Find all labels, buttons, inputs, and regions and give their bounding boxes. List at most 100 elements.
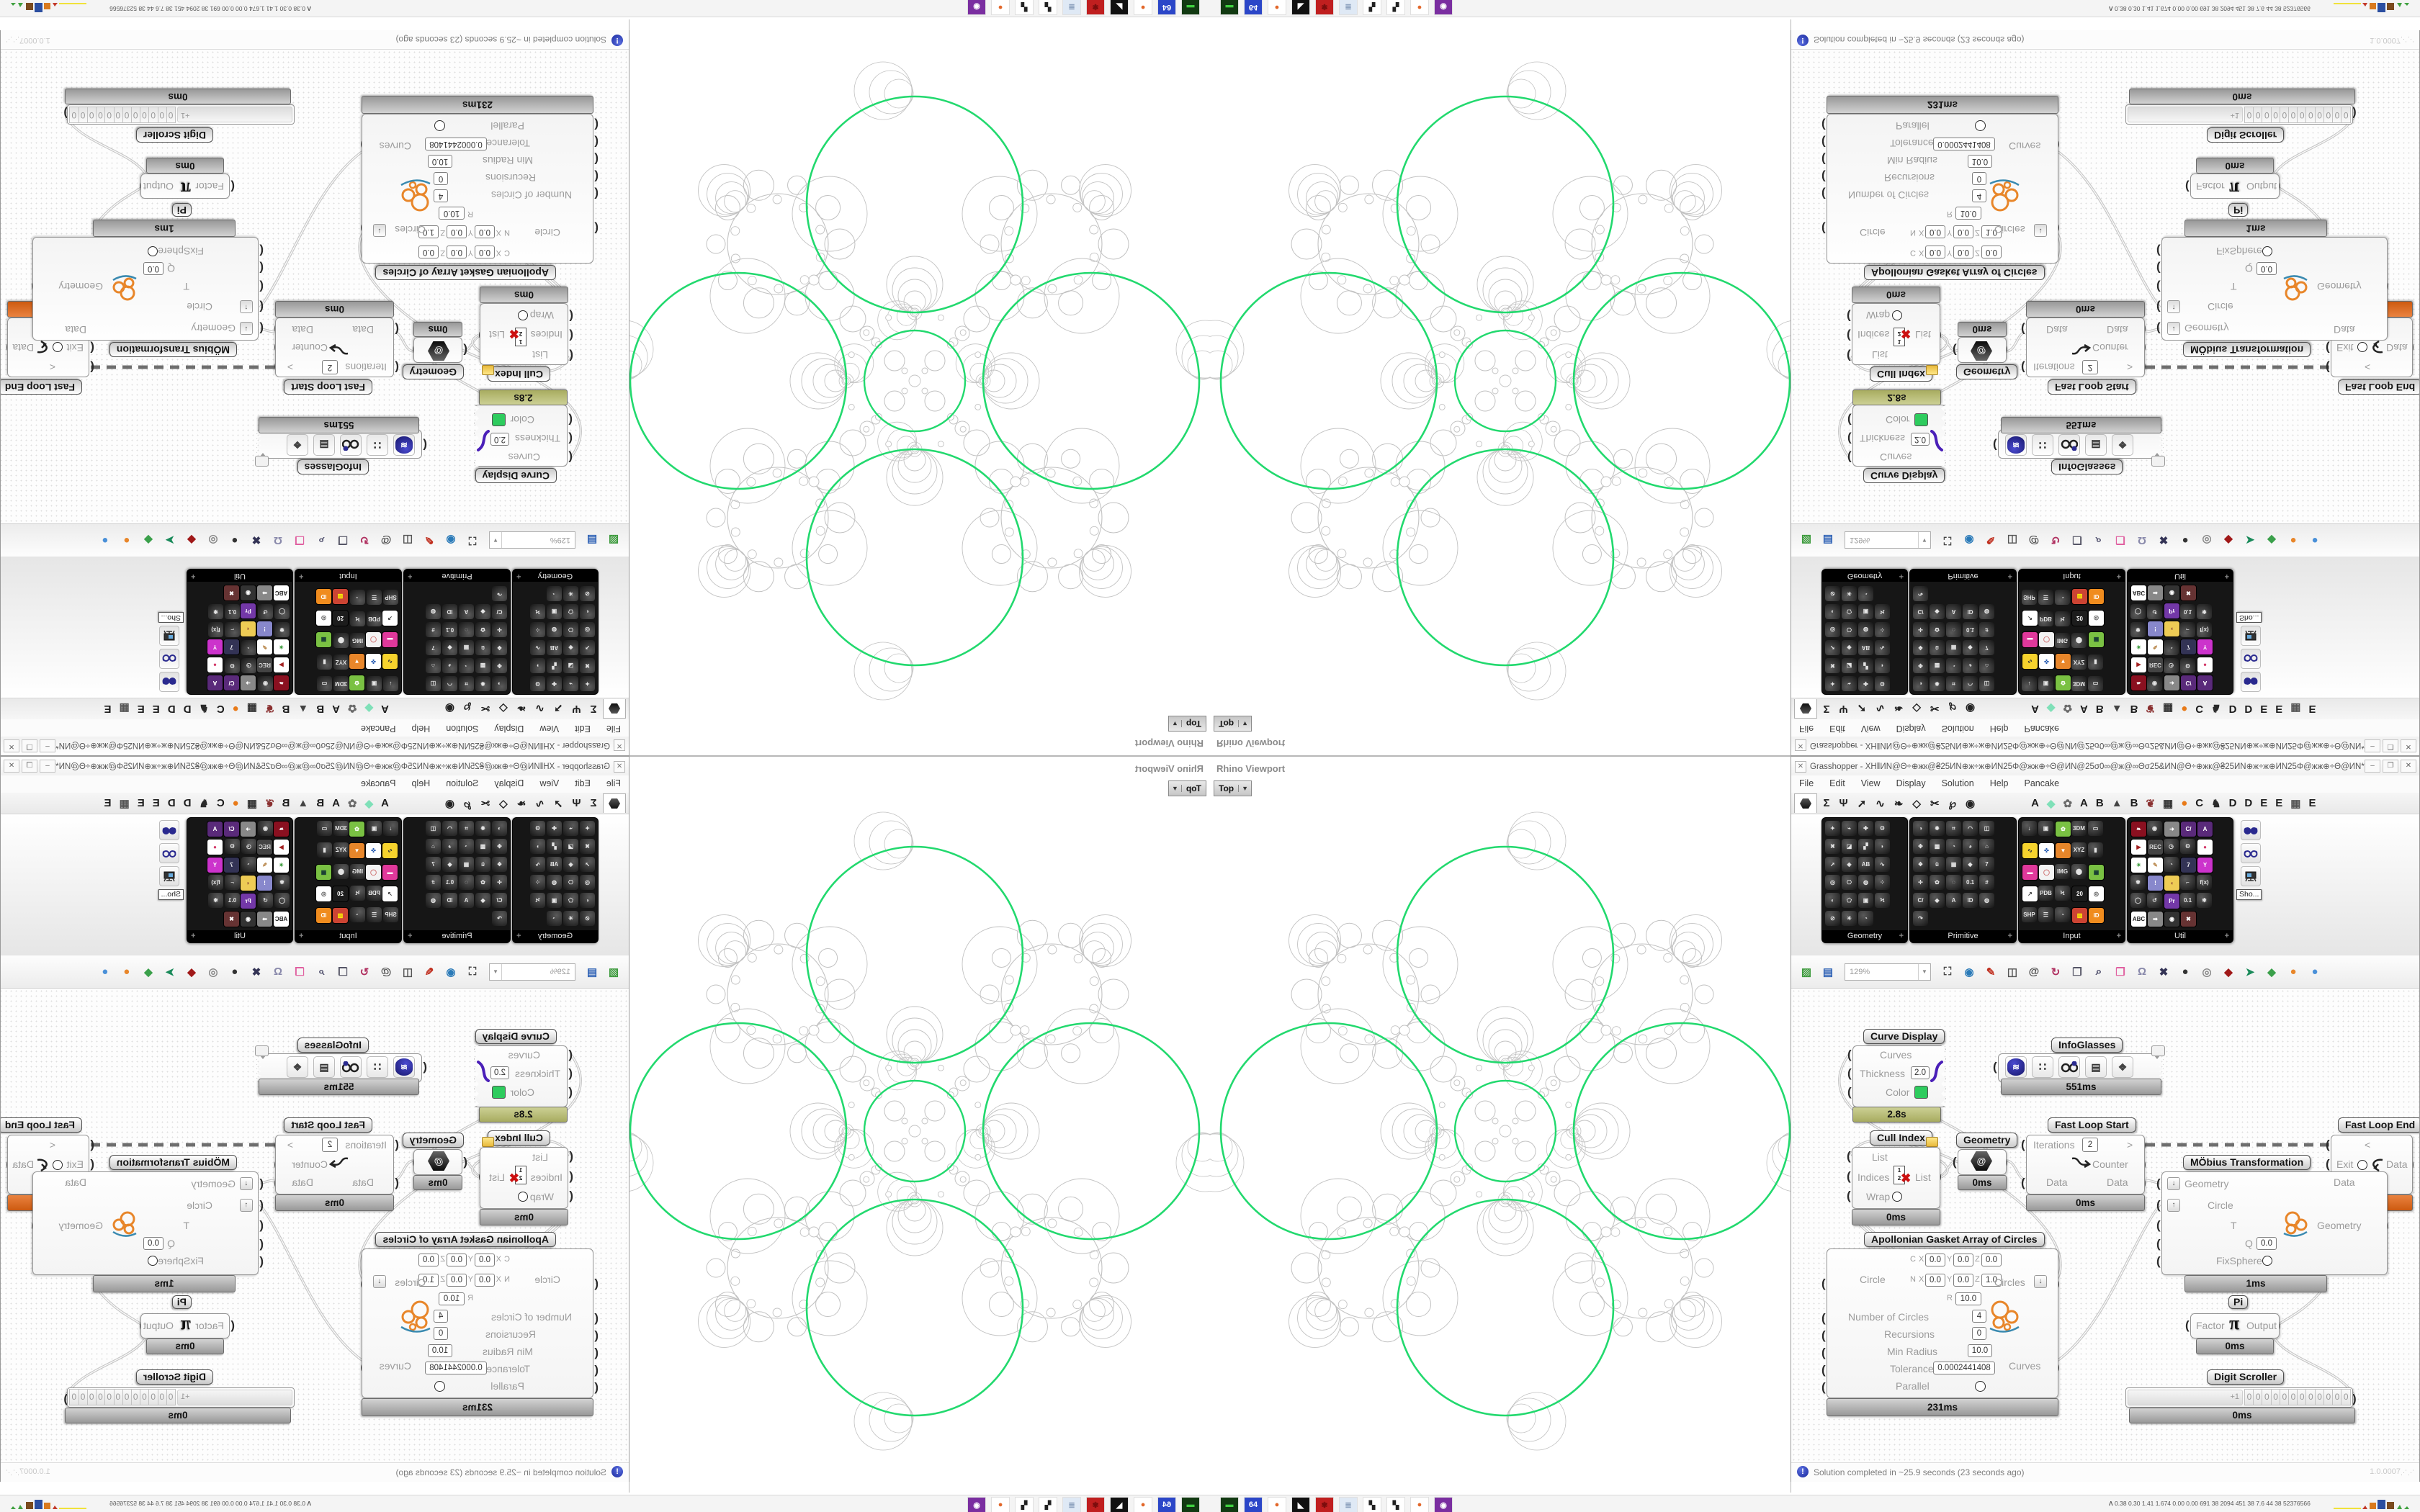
- component-icon[interactable]: ID: [2088, 907, 2105, 924]
- component-icon[interactable]: ●: [2197, 657, 2213, 673]
- toolbar-icon[interactable]: ❐: [338, 534, 348, 546]
- component-icon[interactable]: XYZ: [2071, 842, 2087, 858]
- toolbar-icon[interactable]: ✎: [1986, 966, 1996, 978]
- close-icon[interactable]: ✕: [1795, 761, 1806, 773]
- sticky-note-icon[interactable]: [482, 1137, 494, 1147]
- component-icon[interactable]: ▬: [382, 631, 398, 648]
- component-icon[interactable]: ✚: [547, 821, 562, 836]
- component-icon[interactable]: #: [426, 875, 441, 890]
- component-icon[interactable]: ◕: [442, 839, 457, 854]
- param-factor[interactable]: Factor: [195, 1320, 224, 1331]
- toolbar-icon[interactable]: ⌕: [318, 966, 325, 978]
- grasshopper-titlebar[interactable]: ✕ Grasshopper - XH‖ИN@Θ÷⊕жк@₴25ИN⊕ж÷ж⊕ИN…: [1, 757, 629, 776]
- component-icon[interactable]: ▞: [1858, 839, 1873, 854]
- component-icon[interactable]: ◔: [1946, 839, 1961, 854]
- component-icon[interactable]: ◎: [2088, 886, 2105, 902]
- tab-glyph[interactable]: ◉: [1965, 702, 1976, 715]
- component-icon[interactable]: ⬤: [2071, 633, 2087, 648]
- toolbar-icon[interactable]: ●: [102, 966, 109, 978]
- param-iterations[interactable]: Iterations: [345, 361, 387, 373]
- param-geometry-out[interactable]: Geometry: [58, 1220, 103, 1231]
- component-icon[interactable]: ❧: [2130, 821, 2147, 837]
- panel-label-primitive[interactable]: Primitive +: [1910, 570, 2016, 582]
- component-icon[interactable]: ⬤: [2071, 864, 2087, 879]
- component-icon[interactable]: ▥: [332, 588, 349, 605]
- infoglasses-menu-icon[interactable]: ≋: [393, 434, 415, 456]
- component-icon[interactable]: !: [256, 621, 273, 637]
- toolbar-icon[interactable]: ●: [2290, 966, 2297, 978]
- component-icon[interactable]: Θ: [530, 676, 545, 691]
- component-icon[interactable]: ✾: [2130, 622, 2146, 637]
- component-icon[interactable]: Pr: [2164, 603, 2180, 619]
- component-icon[interactable]: ↗: [382, 886, 398, 902]
- component-icon[interactable]: ◔: [350, 907, 365, 922]
- toolbar-icon[interactable]: ❒: [295, 534, 305, 546]
- component-icon[interactable]: 20: [332, 886, 349, 902]
- component-icon[interactable]: ◉: [258, 676, 273, 691]
- param-circle-in[interactable]: Circle: [2208, 1200, 2233, 1211]
- toolbar-icon[interactable]: ❒: [2115, 966, 2125, 978]
- taskbar-icon-7[interactable]: ▚: [1015, 0, 1034, 15]
- param-q-in[interactable]: Q: [2245, 263, 2253, 274]
- component-icon[interactable]: IMG: [350, 864, 365, 879]
- toolbar-icon[interactable]: ↻: [2051, 534, 2061, 546]
- digit-cell[interactable]: 0: [122, 1389, 132, 1405]
- digit-cell[interactable]: 0: [86, 107, 97, 123]
- component-icon[interactable]: 7: [223, 857, 240, 873]
- minradius-input[interactable]: 10.0: [1968, 1344, 1992, 1357]
- param-thickness[interactable]: Thickness: [514, 433, 560, 444]
- param-data-in[interactable]: Data: [65, 1176, 86, 1188]
- component-icon[interactable]: ☰: [2038, 907, 2053, 922]
- component-icon[interactable]: REC: [2147, 839, 2164, 855]
- component-icon[interactable]: ◐: [1825, 604, 1840, 619]
- component-icon[interactable]: ⌁: [1842, 676, 1857, 691]
- tab-plugin[interactable]: E: [137, 703, 145, 715]
- node-label-mobius[interactable]: MÖbius Transformation: [109, 342, 237, 357]
- component-icon[interactable]: ➡: [2147, 585, 2164, 601]
- param-color[interactable]: Color: [510, 1086, 534, 1098]
- tab-plugin[interactable]: ▲: [297, 703, 309, 715]
- tab-plugin[interactable]: A: [332, 703, 340, 715]
- param-circle-in[interactable]: Circle: [2208, 301, 2233, 312]
- taskbar-icon-6[interactable]: ▚: [1039, 0, 1057, 15]
- component-icon[interactable]: ◯: [274, 604, 290, 619]
- tab-plugin[interactable]: B: [282, 703, 290, 715]
- recursions-input[interactable]: 0: [1972, 172, 1986, 185]
- component-icon[interactable]: 7: [2180, 857, 2197, 873]
- toolbar-icon[interactable]: ◉: [446, 534, 456, 546]
- toolbar-icon[interactable]: Ω: [2137, 534, 2147, 546]
- tab-plugin[interactable]: ▦: [119, 702, 130, 715]
- component-icon[interactable]: ◌: [1946, 622, 1961, 637]
- component-icon[interactable]: ü: [475, 640, 490, 655]
- node-label-pi[interactable]: Pi: [2228, 1295, 2249, 1309]
- component-icon[interactable]: ➡: [2147, 911, 2164, 927]
- component-icon[interactable]: XYZ: [2071, 654, 2087, 670]
- tab-plugin[interactable]: E: [2260, 797, 2268, 809]
- component-icon[interactable]: 0.1: [442, 622, 457, 637]
- toolbar-icon[interactable]: ⌕: [2095, 534, 2102, 546]
- param-iterations[interactable]: Iterations: [2033, 361, 2075, 373]
- component-icon[interactable]: ❖: [492, 640, 507, 655]
- param-data-out[interactable]: Data: [2107, 324, 2128, 336]
- tab-plugin[interactable]: E: [104, 703, 112, 715]
- tab-plugin[interactable]: ▦: [119, 797, 130, 810]
- component-icon[interactable]: ◯: [274, 893, 290, 908]
- tab-plugin[interactable]: ▲: [297, 797, 309, 809]
- recursions-input[interactable]: 0: [1972, 1327, 1986, 1340]
- tab-glyph[interactable]: ◉: [444, 797, 455, 810]
- circles-down-icon[interactable]: ↓: [373, 1275, 386, 1288]
- component-icon[interactable]: ▣: [1858, 893, 1873, 908]
- toolbar-icon[interactable]: @: [380, 966, 392, 978]
- component-icon[interactable]: ◍: [1979, 893, 1994, 908]
- component-icon[interactable]: C/: [1913, 893, 1928, 908]
- param-curves-out[interactable]: Curves: [379, 1360, 411, 1372]
- nx-input[interactable]: 0.0: [1925, 1274, 1945, 1287]
- taskbar-icon-9[interactable]: ◉: [1434, 0, 1453, 15]
- component-icon[interactable]: ID: [315, 907, 332, 924]
- internalized-up-icon[interactable]: ↑: [2167, 1199, 2180, 1212]
- component-icon[interactable]: ✾: [274, 875, 290, 890]
- node-label-curve-display[interactable]: Curve Display: [1863, 468, 1945, 483]
- component-icon[interactable]: 3DM: [333, 821, 349, 836]
- component-icon[interactable]: ◗: [530, 658, 545, 673]
- param-list-in[interactable]: List: [1872, 1151, 1888, 1163]
